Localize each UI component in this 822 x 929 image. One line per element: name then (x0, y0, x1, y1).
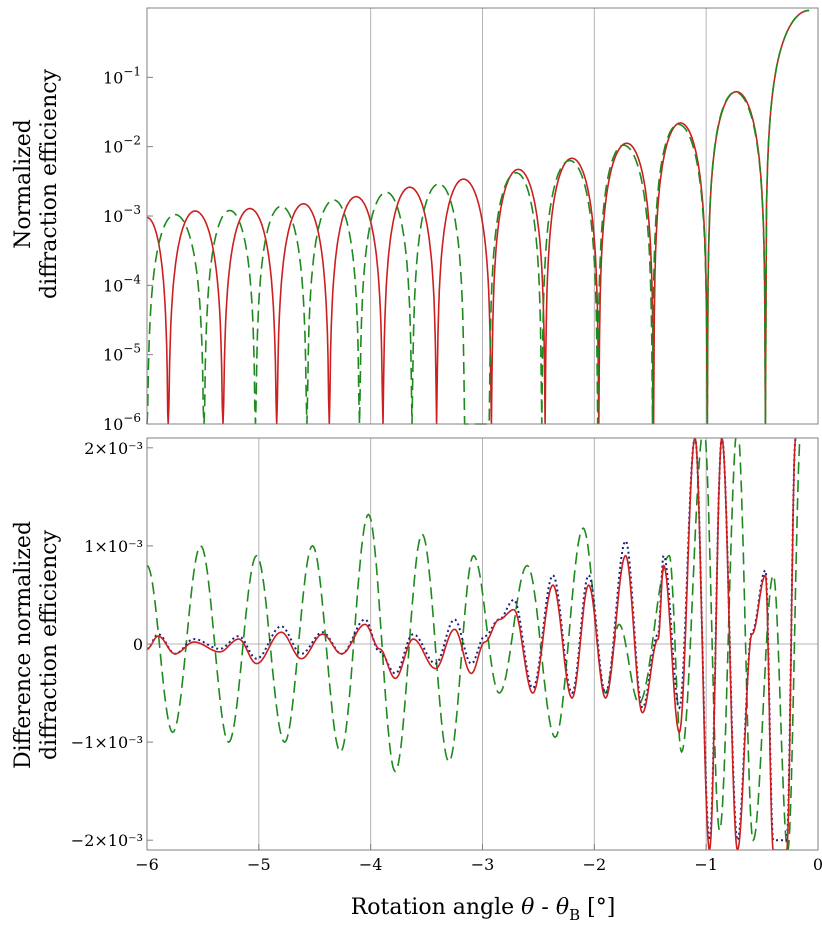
bottom-panel: 2×10⁻³ 1×10⁻³ 0 −1×10⁻³ −2×10⁻³ −6 −5 −4 −3 −2 −1… (11, 437, 822, 924)
top-y-tick-label: 10−2 (103, 134, 141, 157)
bottom-x-tick-label: −5 (247, 855, 271, 874)
top-series-red-solid (146, 9, 810, 425)
top-y-tick-label: 10−5 (103, 342, 141, 365)
top-y-tick-label: 10−1 (103, 64, 141, 87)
top-ylabel-line-2: diffraction efficiency (37, 68, 62, 299)
x-axis-subscript: B (569, 906, 580, 924)
x-axis-title: Rotation angle θ - θB [°] (351, 895, 616, 924)
x-axis-unit: [°] (580, 895, 615, 920)
bottom-x-tick-label: −6 (135, 855, 159, 874)
top-y-tick-label: 10−6 (103, 411, 141, 434)
top-y-tick-label: 10−4 (103, 272, 141, 295)
bottom-ylabel-line-1: Difference normalized (11, 521, 36, 769)
bottom-y-tick-label: 1×10⁻³ (84, 537, 143, 556)
bottom-y-tick-labels: 2×10⁻³ 1×10⁻³ 0 −1×10⁻³ −2×10⁻³ (71, 439, 153, 850)
top-y-tick-label: 10−3 (103, 203, 141, 226)
bottom-y-tick-label: −2×10⁻³ (71, 831, 143, 850)
top-series-green-dashed (146, 9, 810, 425)
top-y-tick-labels: 10−1 10−2 10−3 10−4 10−5 10−6 (103, 64, 153, 434)
bottom-x-tick-label: −2 (583, 855, 607, 874)
bottom-y-tick-label: 2×10⁻³ (84, 439, 143, 458)
bottom-series-green-dashed (147, 438, 801, 850)
bottom-series-red-solid (147, 438, 797, 850)
bottom-x-tick-label: −4 (359, 855, 383, 874)
bottom-y-tick-label: 0 (133, 635, 143, 654)
bottom-x-tick-label: −3 (471, 855, 495, 874)
bottom-y-tick-label: −1×10⁻³ (71, 733, 143, 752)
top-panel: 10−1 10−2 10−3 10−4 10−5 10−6 Normalized diff… (11, 7, 819, 434)
bottom-ylabel-line-2: diffraction efficiency (37, 529, 62, 760)
bottom-x-tick-labels: −6 −5 −4 −3 −2 −1 0 (135, 844, 822, 874)
bottom-x-tick-label: −1 (694, 855, 718, 874)
x-axis-theta: θ (521, 895, 534, 920)
bottom-x-tick-label: 0 (813, 855, 822, 874)
top-ylabel-line-1: Normalized (11, 119, 36, 249)
top-series-group (146, 9, 810, 425)
bottom-series-group (147, 438, 801, 850)
x-axis-title-text: Rotation angle (351, 895, 514, 920)
x-axis-theta-b: θ (556, 895, 569, 920)
x-axis-minus: - (534, 895, 555, 920)
